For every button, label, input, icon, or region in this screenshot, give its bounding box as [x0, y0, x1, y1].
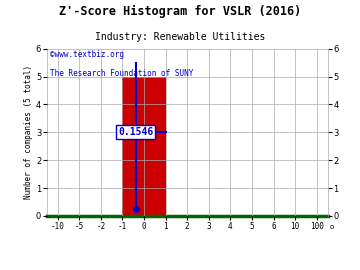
Text: o: o	[330, 224, 334, 230]
Bar	[122, 76, 166, 216]
Text: Industry: Renewable Utilities: Industry: Renewable Utilities	[95, 32, 265, 42]
Y-axis label: Number of companies (5 total): Number of companies (5 total)	[24, 65, 33, 199]
Text: Z'-Score Histogram for VSLR (2016): Z'-Score Histogram for VSLR (2016)	[59, 5, 301, 18]
Text: The Research Foundation of SUNY: The Research Foundation of SUNY	[50, 69, 193, 78]
Text: ©www.textbiz.org: ©www.textbiz.org	[50, 50, 123, 59]
Text: 0.1546: 0.1546	[118, 127, 153, 137]
